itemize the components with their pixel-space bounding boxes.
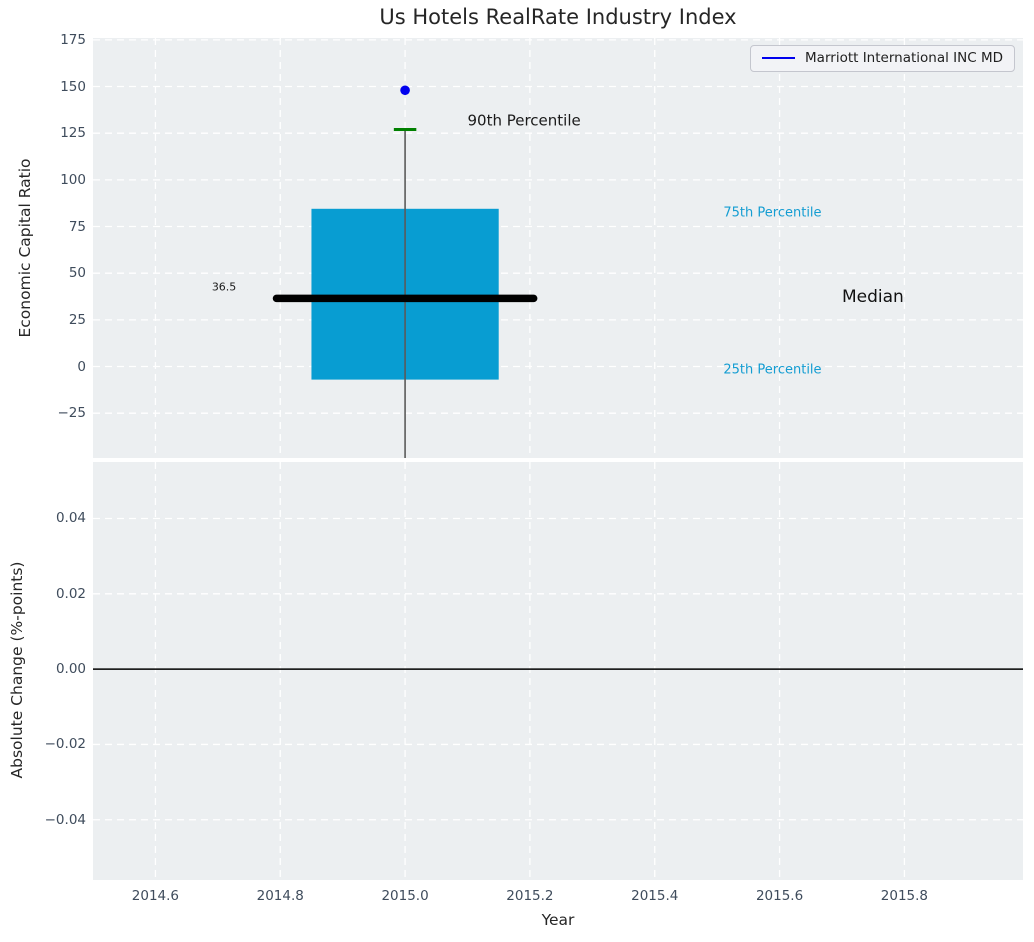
bottom-y-axis-label: Absolute Change (%-points)	[8, 561, 26, 779]
annotation-25th-percentile: 25th Percentile	[723, 362, 822, 378]
y-tick-label: 125	[60, 125, 86, 142]
y-tick-label: 50	[68, 265, 86, 282]
top-plot-canvas	[93, 38, 1023, 458]
y-tick-label: 0.02	[55, 585, 86, 602]
x-tick-label: 2015.2	[506, 888, 554, 904]
legend: Marriott International INC MD	[750, 45, 1015, 72]
x-tick-label: 2015.8	[880, 888, 929, 904]
y-tick-label: −25	[57, 405, 87, 422]
chart-title: Us Hotels RealRate Industry Index	[379, 5, 737, 29]
x-tick-label: 2015.4	[631, 888, 679, 904]
top-plot-area: Marriott International INC MD 90th Perce…	[93, 38, 1023, 458]
x-axis-label: Year	[541, 911, 575, 929]
y-tick-label: 100	[60, 171, 86, 188]
legend-line-swatch	[762, 57, 796, 59]
annotation-90th-percentile: 90th Percentile	[467, 111, 581, 130]
x-tick-label: 2014.8	[256, 888, 304, 904]
y-tick-label: 75	[68, 218, 86, 235]
y-tick-label: −0.04	[44, 811, 86, 828]
x-tick-label: 2015.0	[381, 888, 429, 904]
y-tick-label: 0.00	[55, 661, 86, 678]
y-tick-label: 175	[60, 31, 86, 48]
x-tick-label: 2014.6	[131, 888, 180, 904]
company-marker-dot	[400, 85, 410, 96]
y-tick-label: −0.02	[44, 736, 86, 753]
annotation-75th-percentile: 75th Percentile	[723, 205, 822, 221]
annotation-median: Median	[841, 287, 904, 308]
annotation-median-value: 36.5	[211, 280, 237, 294]
y-tick-label: 0.04	[55, 510, 86, 527]
y-tick-label: 0	[77, 358, 86, 375]
top-y-axis-label: Economic Capital Ratio	[16, 158, 34, 338]
y-tick-label: 25	[68, 311, 86, 328]
x-tick-label: 2015.6	[755, 888, 804, 904]
bottom-plot-area	[93, 462, 1023, 880]
bottom-plot-canvas	[93, 462, 1023, 880]
legend-label: Marriott International INC MD	[805, 50, 1003, 66]
y-tick-label: 150	[60, 78, 86, 95]
